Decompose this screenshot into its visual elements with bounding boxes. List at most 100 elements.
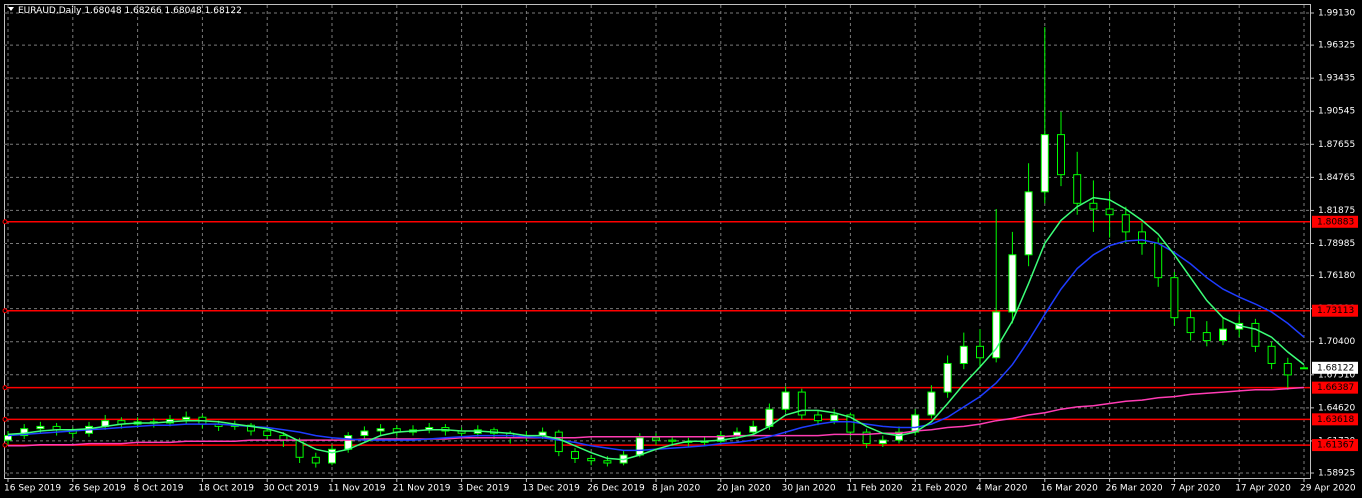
candle-body <box>1267 345 1276 364</box>
x-tick-label: 16 Mar 2020 <box>1041 484 1098 494</box>
x-tick-label: 30 Jan 2020 <box>782 484 836 494</box>
labels: 1.99130 1.96325 1.93435 1.90545 1.87655 1.847… <box>4 9 1358 494</box>
candle-body <box>862 431 871 445</box>
level-handle <box>2 442 8 448</box>
candle-body <box>360 430 369 437</box>
candle-body <box>247 424 255 432</box>
candle-body <box>911 414 920 433</box>
y-tick-label: 1.78985 <box>1318 239 1355 249</box>
candle-body <box>797 391 806 416</box>
candle-body <box>1121 214 1130 233</box>
y-tick-label: 1.99130 <box>1318 9 1355 19</box>
candle-body <box>4 435 12 441</box>
plot-frame <box>4 4 1311 479</box>
candle-body <box>927 391 936 416</box>
candle-body <box>1300 367 1308 370</box>
candle-body <box>814 414 822 422</box>
candle-body <box>830 414 839 422</box>
candle-body <box>603 460 612 464</box>
y-tick-label: 1.58925 <box>1318 469 1355 479</box>
y-tick-label: 1.84765 <box>1318 173 1355 183</box>
x-tick-label: 3 Dec 2019 <box>458 484 510 494</box>
candle-body <box>376 428 385 432</box>
candle-body <box>1105 208 1114 216</box>
candle-body <box>1251 322 1260 347</box>
level-handle <box>2 219 8 225</box>
candle-body <box>635 437 644 456</box>
candle-body <box>36 425 45 430</box>
x-tick-label: 18 Oct 2019 <box>198 484 254 494</box>
candle-body <box>1283 362 1292 376</box>
candle-body <box>263 430 272 437</box>
menu-icon[interactable] <box>8 7 14 11</box>
candle-body <box>571 451 579 459</box>
candle-body <box>554 431 563 453</box>
level-label: 1.63618 <box>1317 415 1354 425</box>
x-tick-label: 21 Nov 2019 <box>393 484 451 494</box>
high-price: 1.68266 <box>124 6 161 16</box>
candle-body <box>1154 242 1163 279</box>
y-tick-label: 1.93435 <box>1318 74 1355 84</box>
candle-body <box>959 345 968 364</box>
moving-average <box>7 196 1305 461</box>
x-tick-label: 26 Mar 2020 <box>1106 484 1163 494</box>
candle-body <box>1138 231 1146 244</box>
y-tick-label: 1.76180 <box>1318 271 1355 281</box>
level-handle <box>2 416 8 422</box>
level-label: 1.61367 <box>1317 441 1354 451</box>
candle-body <box>182 416 191 421</box>
candle-body <box>878 439 887 445</box>
x-tick-label: 8 Oct 2019 <box>134 484 184 494</box>
x-tick-label: 4 Mar 2020 <box>976 484 1028 494</box>
x-tick-label: 7 Apr 2020 <box>1170 484 1220 494</box>
level-label-box <box>1312 413 1358 426</box>
y-tick-label: 1.90545 <box>1318 107 1355 117</box>
x-tick-label: 11 Nov 2019 <box>328 484 386 494</box>
level-label: 1.66387 <box>1317 383 1354 393</box>
candle-body <box>328 448 336 464</box>
x-tick-label: 30 Oct 2019 <box>263 484 319 494</box>
candle-body <box>846 414 855 433</box>
low-price: 1.68048 <box>165 6 202 16</box>
x-tick-label: 26 Sep 2019 <box>69 484 126 494</box>
price-label: 1.68122 <box>1317 363 1354 373</box>
candle-body <box>1040 134 1049 193</box>
x-tick-label: 17 Apr 2020 <box>1235 484 1291 494</box>
close-price: 1.68122 <box>205 6 242 16</box>
level-label-box <box>1312 215 1358 228</box>
candle-body <box>716 435 725 442</box>
candle-body <box>1219 328 1227 342</box>
moving-average <box>8 386 1305 447</box>
x-tick-label: 16 Sep 2019 <box>4 484 61 494</box>
x-tick-label: 26 Dec 2019 <box>587 484 645 494</box>
level-label: 1.80883 <box>1317 217 1354 227</box>
y-tick-label: 1.64620 <box>1318 403 1355 413</box>
candle-body <box>668 439 677 442</box>
candle-body <box>1089 202 1098 210</box>
candle-body <box>587 457 596 462</box>
level-handle <box>2 308 8 314</box>
candle-body <box>1186 317 1195 334</box>
y-tick-label: 1.81875 <box>1318 206 1355 216</box>
candle-body <box>749 425 758 433</box>
price-box <box>1312 361 1358 374</box>
level-label-box <box>1312 439 1358 452</box>
x-tick-label: 11 Feb 2020 <box>846 484 902 494</box>
x-tick-label: 29 Apr 2020 <box>1300 484 1356 494</box>
y-tick-label: 1.67510 <box>1318 370 1355 380</box>
candle-body <box>1024 191 1033 256</box>
level-label-box <box>1312 304 1358 317</box>
candle-body <box>976 345 984 359</box>
x-tick-label: 21 Feb 2020 <box>911 484 967 494</box>
marks <box>2 27 1310 468</box>
open-price: 1.68048 <box>84 6 121 16</box>
candle-body <box>652 437 660 441</box>
candle-body <box>1170 277 1179 319</box>
y-tick-label: 1.70400 <box>1318 337 1355 347</box>
level-handle <box>2 385 8 391</box>
symbol: EURAUD,Daily <box>18 6 82 16</box>
y-tick-label: 1.96325 <box>1318 41 1355 51</box>
candle-body <box>344 435 353 450</box>
level-label-box <box>1312 381 1358 394</box>
